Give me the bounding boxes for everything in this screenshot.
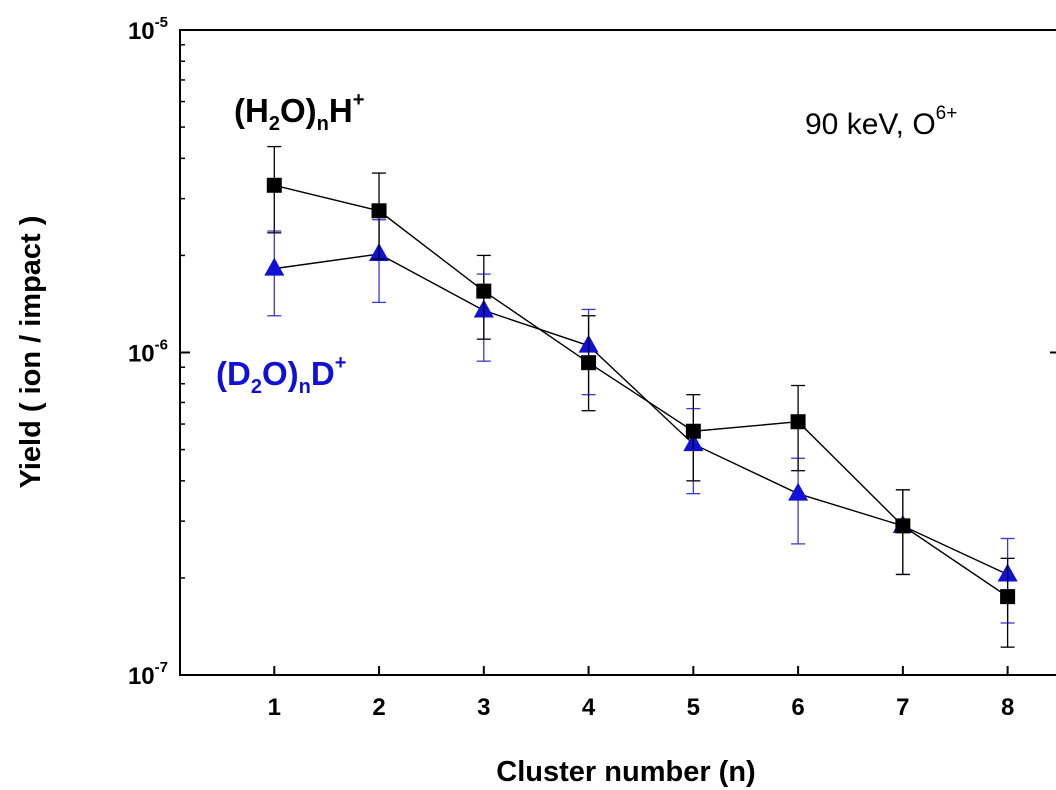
x-tick-label: 4 (582, 694, 596, 721)
y-tick-label: 10-5 (128, 14, 168, 45)
x-tick-label: 1 (268, 694, 281, 721)
y-tick-label: 10-7 (128, 659, 168, 690)
x-tick-label: 6 (791, 694, 804, 721)
y-tick-label-base: 10 (128, 341, 155, 368)
energy-annotation: 90 keV, O6+ (805, 103, 957, 141)
data-point (790, 414, 806, 430)
series-label-d2o-sub1: 2 (251, 376, 262, 398)
series-layer (264, 145, 1018, 648)
data-point (581, 355, 597, 371)
data-point (788, 482, 809, 501)
x-axis-title: Cluster number (n) (496, 756, 755, 788)
series-h2o (266, 145, 1016, 648)
data-point (476, 283, 492, 299)
data-point (264, 257, 285, 276)
data-point (266, 177, 282, 193)
x-tick-label: 5 (687, 694, 700, 721)
series-label-h2o-sub1: 2 (269, 113, 280, 135)
x-tick-label: 3 (477, 694, 490, 721)
y-tick-label-exponent: -7 (155, 659, 168, 676)
x-tick-label: 7 (896, 694, 909, 721)
series-line (274, 184, 1009, 598)
y-tick-label-exponent: -6 (155, 337, 168, 354)
y-tick-label: 10-6 (128, 337, 168, 368)
y-tick-label-exponent: -5 (155, 14, 168, 31)
series-label-d2o-part2: O) (262, 355, 299, 392)
y-axis-ticks: 10-510-610-7 (128, 14, 1056, 690)
x-tick-label: 8 (1001, 694, 1014, 721)
series-label-d2o-part1: (D (216, 355, 251, 392)
data-point (371, 203, 387, 219)
data-point (1000, 589, 1016, 605)
series-label-h2o-part2: O) (280, 92, 317, 129)
series-label-d2o-sup: + (335, 352, 347, 374)
x-axis-ticks: 1 2 3 4 5 6 7 8 (268, 666, 1014, 721)
data-point (685, 423, 701, 439)
x-tick-label: 2 (372, 694, 385, 721)
series-label-d2o: (D2O)nD+ (216, 352, 346, 398)
y-tick-label-base: 10 (128, 663, 155, 690)
series-label-h2o-sup: + (353, 89, 365, 111)
y-axis-title: Yield ( ion / impact ) (15, 216, 47, 489)
series-label-h2o: (H2O)nH+ (234, 89, 364, 135)
series-label-h2o-part1: (H (234, 92, 269, 129)
y-tick-label-base: 10 (128, 18, 155, 45)
series-d2o (264, 219, 1018, 624)
series-label-d2o-sub2: n (299, 376, 311, 398)
series-label-d2o-part3: D (311, 355, 335, 392)
series-line (274, 253, 1008, 576)
data-point (895, 518, 911, 534)
energy-annotation-text: 90 keV, O (805, 108, 936, 141)
energy-annotation-sup: 6+ (936, 103, 958, 124)
series-label-h2o-sub2: n (317, 113, 329, 135)
series-label-h2o-part3: H (329, 92, 353, 129)
